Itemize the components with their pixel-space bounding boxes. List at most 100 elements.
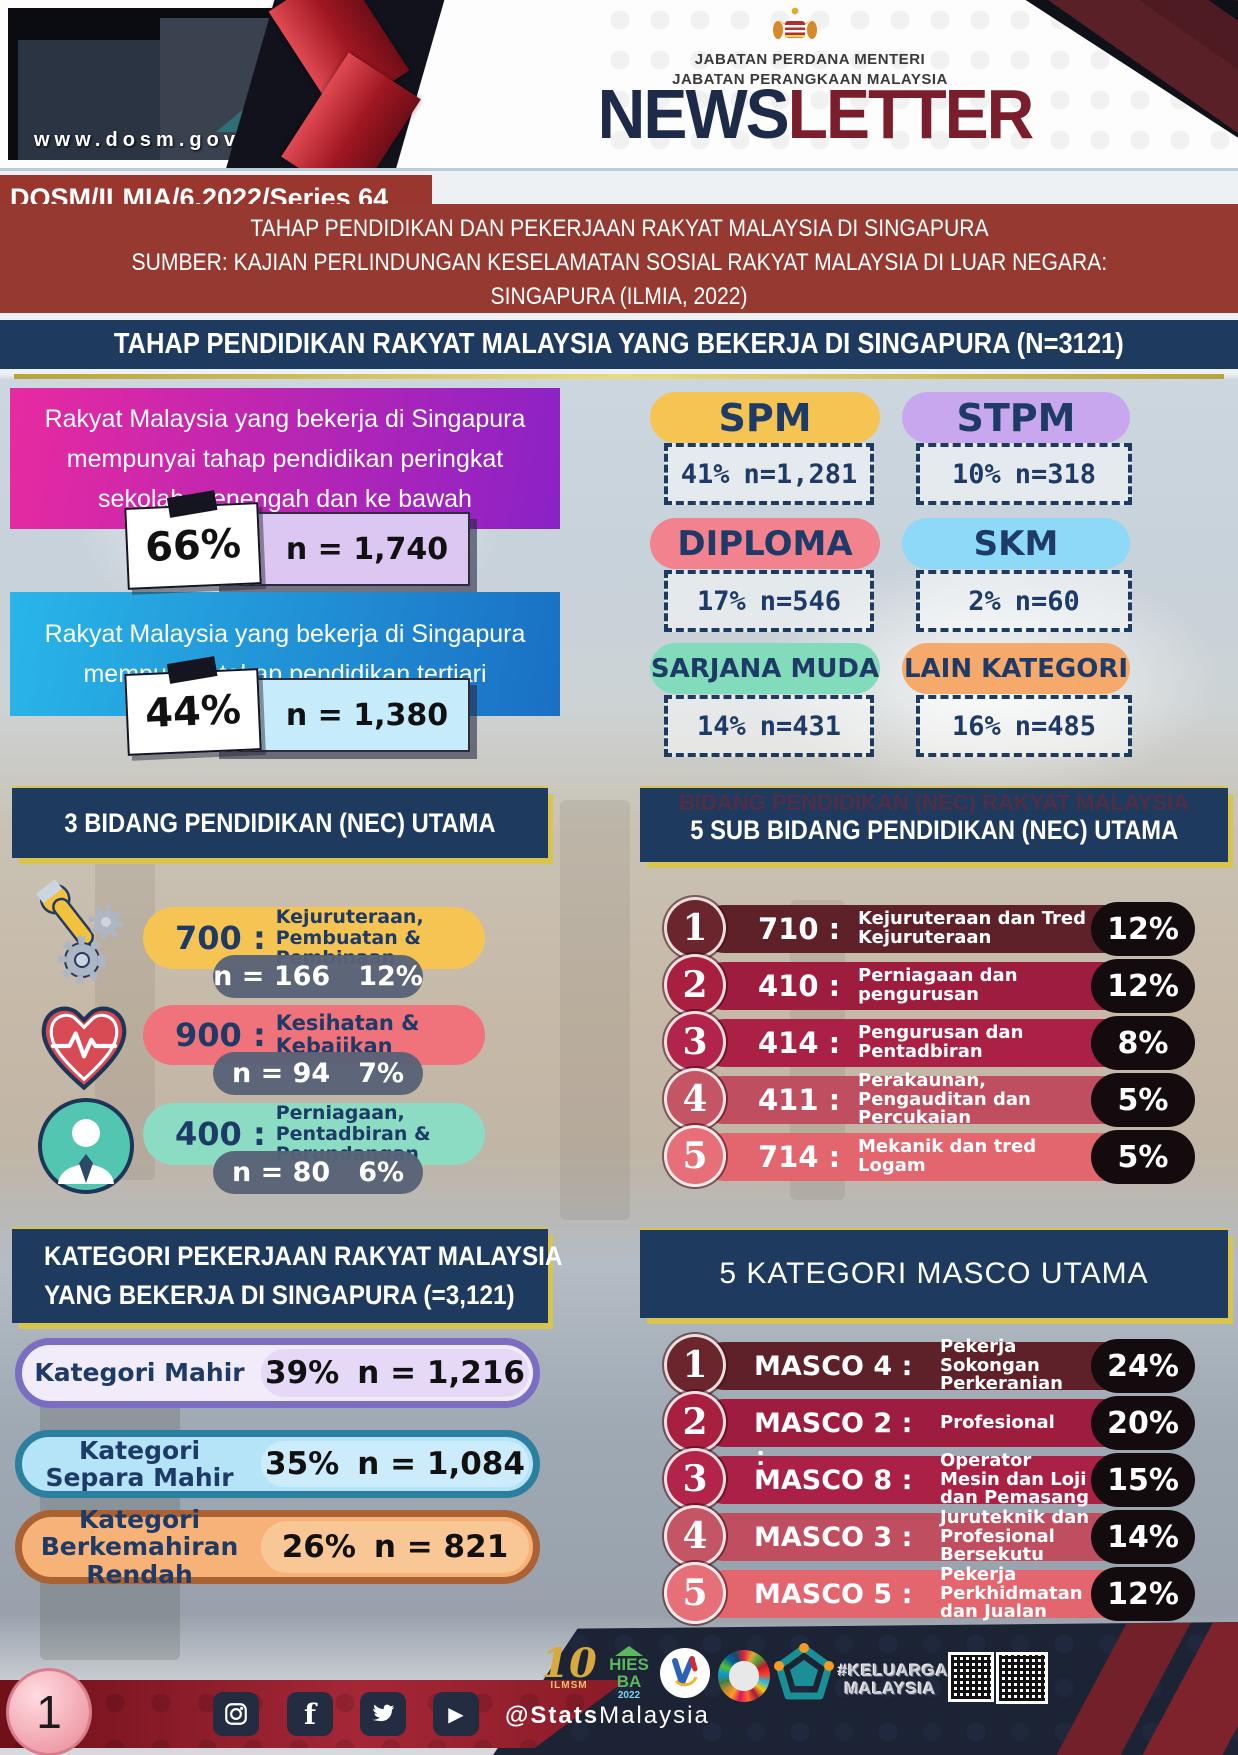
percentage-badge: 12% [1091, 1567, 1195, 1621]
masco-row-3: 3 : MASCO 8 : Operator Mesin dan Loji dan … [664, 1440, 1195, 1510]
youtube-glyph: ▶ [448, 1703, 464, 1726]
pct: 41% [680, 458, 730, 490]
malaysia-coat-of-arms-icon [772, 6, 818, 53]
qualification-label: SKM [973, 523, 1059, 564]
pct: 6% [358, 1157, 405, 1188]
n: n=546 [759, 585, 842, 617]
pct: 16% [951, 710, 1001, 742]
n-value: n = 1,740 [285, 531, 449, 567]
percentage-badge: 14% [1091, 1510, 1195, 1564]
youtube-icon[interactable]: ▶ [433, 1692, 479, 1736]
n: n = 1,084 [357, 1446, 525, 1482]
rank-badge: 3 [664, 1011, 726, 1073]
title-line-1: TAHAP PENDIDIKAN DAN PEKERJAAN RAKYAT MA… [249, 215, 989, 242]
qualification-lain-kategori: LAIN KATEGORI [902, 643, 1130, 694]
pct: 14% [696, 710, 746, 742]
n: n = 166 [213, 961, 331, 992]
n: n = 80 [231, 1157, 331, 1188]
nec-code: 410 : [758, 969, 841, 1003]
qualification-lain-value: 16% n=485 [916, 695, 1132, 757]
percentage-badge: 24% [1091, 1339, 1195, 1393]
nec-code: 710 : [758, 912, 841, 946]
percentage-badge: 12% [1091, 959, 1195, 1013]
bidang-item-400-stats: n = 80 6% [213, 1151, 423, 1194]
main-title-box: TAHAP PENDIDIKAN DAN PEKERJAAN RAKYAT MA… [0, 204, 1238, 313]
kategori-stats: 26% n = 821 [261, 1521, 529, 1573]
rank-badge: 4 [664, 1068, 726, 1130]
section-sub-bidang-header: BIDANG PENDIDIKAN (NEC) RAKYAT MALAYSIA … [640, 786, 1228, 862]
percentage-value: 44% [144, 686, 242, 738]
facebook-glyph: f [303, 1697, 317, 1731]
handle-bold: @Stats [505, 1702, 600, 1729]
pekerjaan-title-line-2: YANG BEKERJA DI SINGAPURA (=3,121) [44, 1280, 515, 1310]
masco-code: MASCO 8 : [754, 1464, 913, 1496]
percentage-badge: 20% [1091, 1396, 1195, 1450]
anniversary-sub: ILMSM [550, 1680, 588, 1691]
facebook-icon[interactable]: f [287, 1692, 333, 1736]
person-icon [36, 1096, 136, 1201]
kategori-label: Kategori Mahir [34, 1358, 245, 1388]
ghost-text: BIDANG PENDIDIKAN (NEC) RAKYAT MALAYSIA [678, 790, 1190, 815]
website-link[interactable]: www.dosm.gov.my [34, 129, 288, 151]
stray-colon: : [756, 1440, 766, 1471]
pentagon-logo [774, 1642, 834, 1711]
roof-art [615, 1646, 643, 1656]
rank-badge: 1 [664, 1334, 726, 1396]
pekerjaan-title-line-1: KATEGORI PEKERJAAN RAKYAT MALAYSIA [44, 1240, 563, 1271]
bidang-item-700-stats: n = 166 12% [213, 955, 423, 998]
section-masco-title: 5 KATEGORI MASCO UTAMA [719, 1257, 1149, 1290]
title-line-3: SINGAPURA (ILMIA, 2022) [490, 283, 748, 310]
social-handle[interactable]: @StatsMalaysia [505, 1702, 710, 1730]
twitter-icon[interactable] [360, 1692, 406, 1736]
masco-row-2: 2 MASCO 2 : Profesional 20% [664, 1391, 1195, 1453]
pct: 17% [696, 585, 746, 617]
masco-code: MASCO 2 : [754, 1407, 913, 1439]
instagram-icon[interactable] [213, 1692, 259, 1736]
agency-names: JABATAN PERDANA MENTERI JABATAN PERANGKA… [480, 50, 1140, 89]
nec-code: 400 : [175, 1115, 266, 1153]
social-bar [0, 1680, 626, 1748]
masco-label: Pekerja Sokongan Perkeranian [940, 1335, 1063, 1395]
footer-logo-band [493, 1622, 1238, 1755]
nec-code: 411 : [758, 1083, 841, 1117]
sub-bidang-row-2: 2 410 : Perniagaan dan pengurusan 12% [664, 954, 1195, 1016]
building-block [18, 40, 163, 160]
newsletter-letter: LETTER [787, 75, 1035, 153]
sub-bidang-row-1: 1 710 : Kejuruteraan dan Tred Kejuruteraa… [664, 897, 1195, 959]
section-bidang-title: 3 BIDANG PENDIDIKAN (NEC) UTAMA [64, 807, 496, 838]
percentage-note: 44% [124, 656, 262, 756]
nec-code: 414 : [758, 1026, 841, 1060]
rank-badge: 5 [664, 1125, 726, 1187]
hies-text: HIES [609, 1655, 649, 1674]
qualification-sarjana-value: 14% n=431 [664, 695, 874, 757]
n: n=318 [1014, 458, 1097, 490]
percentage-badge: 5% [1091, 1073, 1195, 1127]
rank-badge: 4 [664, 1505, 726, 1567]
nec-code: 700 : [175, 919, 266, 957]
section-education-header: TAHAP PENDIDIKAN RAKYAT MALAYSIA YANG BE… [0, 320, 1238, 369]
masco-row-5: 5 MASCO 5 : Pekerja Perkhidmatan dan Jual… [664, 1562, 1195, 1624]
section-pekerjaan-header: KATEGORI PEKERJAAN RAKYAT MALAYSIA YANG … [12, 1227, 562, 1323]
n: n=485 [1014, 710, 1097, 742]
section-education-title: TAHAP PENDIDIKAN RAKYAT MALAYSIA YANG BE… [114, 328, 1124, 360]
rank-number: 1 [682, 907, 708, 949]
nec-code: 714 : [758, 1140, 841, 1174]
masco-code: MASCO 5 : [754, 1578, 913, 1610]
rank-number: 4 [682, 1078, 708, 1120]
nec-label: Kejuruteraan dan Tred Kejuruteraan [858, 908, 1086, 948]
keluarga-malaysia-logo: #KELUARGA MALAYSIA [838, 1662, 948, 1698]
nec-label: Kesihatan & Kebajikan [275, 1010, 420, 1058]
qualification-label: SPM [718, 395, 812, 440]
qr-code [948, 1652, 994, 1702]
qualification-spm: SPM [650, 392, 880, 443]
section-bidang-header: 3 BIDANG PENDIDIKAN (NEC) UTAMA [12, 786, 548, 858]
nec-code: 900 : [175, 1016, 266, 1054]
qr-code [996, 1652, 1048, 1704]
masco-label: Profesional [940, 1411, 1055, 1433]
gold-divider [14, 374, 1224, 379]
n: n=60 [1014, 585, 1080, 617]
masthead: www.dosm.gov.my JABATAN PERDANA MENTERI … [0, 0, 1238, 171]
masco-row-4: 4 MASCO 3 : Juruteknik dan Profesional Be… [664, 1505, 1195, 1567]
nec-label: Perakaunan, Pengauditan dan Percukaian [858, 1069, 1031, 1129]
